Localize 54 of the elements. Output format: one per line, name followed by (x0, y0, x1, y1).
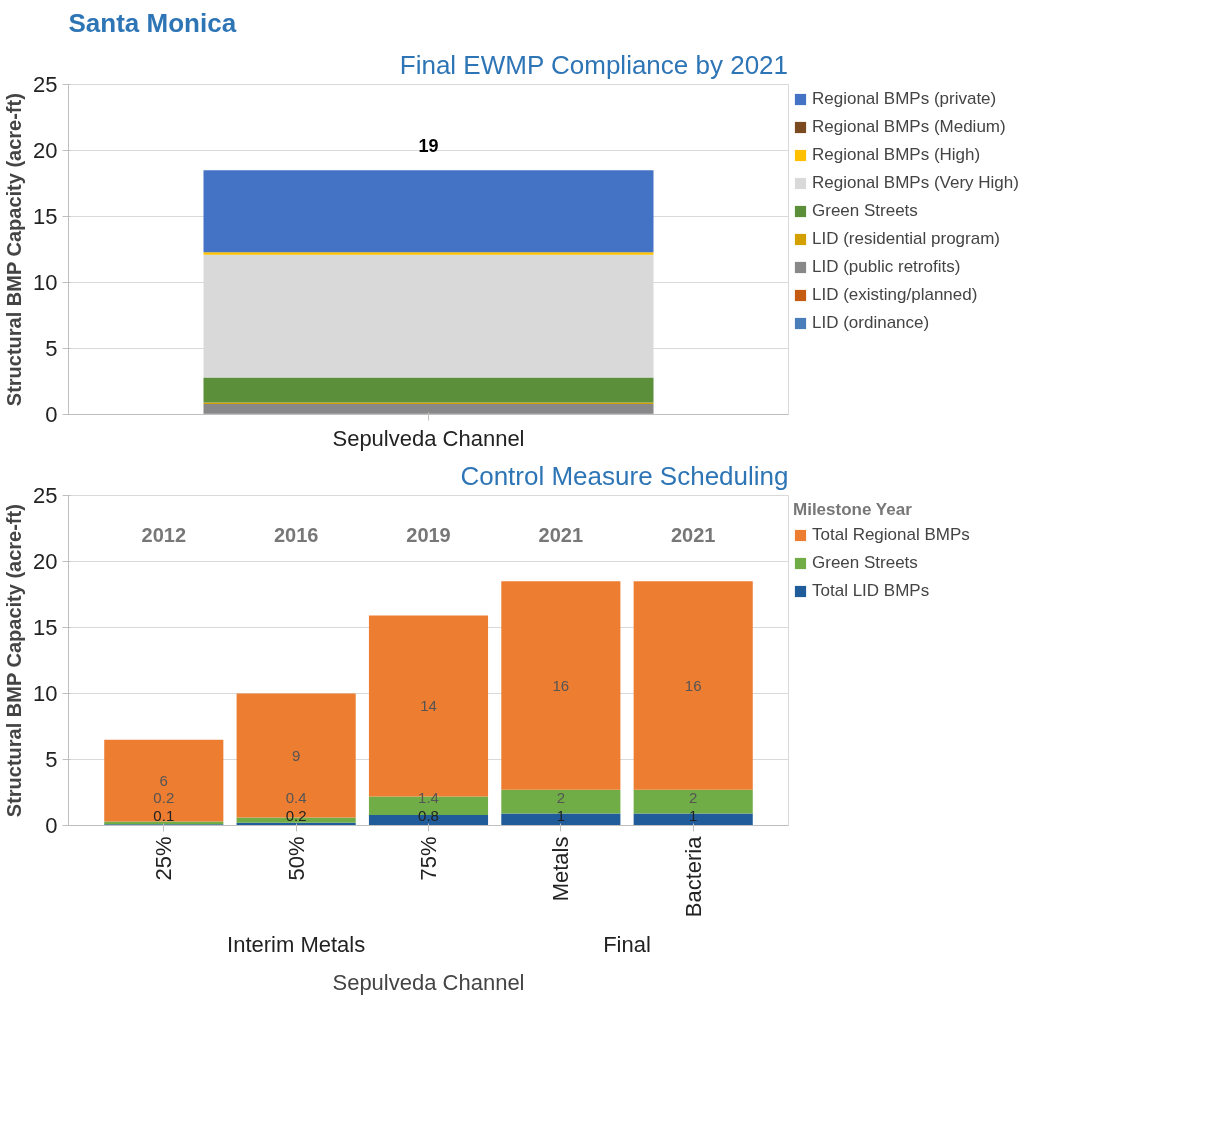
total-label: 19 (418, 136, 439, 157)
annotation: 2021 (538, 523, 584, 546)
data-label: 0.1 (153, 807, 175, 825)
y-tick-label: 0 (45, 813, 58, 838)
legend-label: LID (existing/planned) (812, 285, 978, 305)
y-tick-label: 5 (45, 747, 58, 772)
y-tick-label: 0 (45, 402, 58, 427)
annotation: 2019 (406, 523, 451, 546)
chart-subtitle: Final EWMP Compliance by 2021 (399, 49, 789, 80)
data-label: 16 (684, 676, 702, 694)
legend-label: Total LID BMPs (812, 581, 930, 601)
y-tick-label: 20 (33, 549, 58, 574)
data-label: 2 (556, 789, 566, 807)
data-label: 2 (689, 789, 698, 807)
y-tick-label: 20 (33, 138, 58, 163)
y-tick-label: 5 (45, 336, 58, 361)
legend-label: LID (residential program) (812, 229, 1001, 249)
y-tick-label: 10 (33, 270, 58, 295)
data-label: 14 (420, 697, 437, 715)
x-tick-label: 50% (283, 836, 309, 881)
legend-label: Regional BMPs (Very High) (812, 173, 1019, 193)
legend-label: Green Streets (812, 553, 918, 573)
y-axis-title: Structural BMP Capacity (acre-ft) (3, 504, 26, 818)
y-tick-label: 15 (33, 204, 58, 229)
y-tick-label: 10 (33, 681, 58, 706)
data-label: 6 (159, 771, 168, 789)
legend-label: Regional BMPs (private) (812, 89, 997, 109)
data-label: 16 (552, 676, 570, 694)
text: Final (603, 931, 651, 957)
y-axis-title: Structural BMP Capacity (acre-ft) (3, 93, 26, 407)
data-label: 9 (291, 746, 301, 764)
y-tick-label: 25 (33, 483, 58, 508)
y-tick-label: 15 (33, 615, 58, 640)
text: Interim Metals (227, 931, 366, 957)
x-axis-title: Sepulveda Channel (332, 969, 525, 995)
x-tick-label: Metals (548, 836, 574, 902)
annotation: 2021 (670, 523, 716, 546)
chart-title: Control Measure Scheduling (460, 460, 789, 491)
data-label: 0.4 (285, 789, 307, 807)
x-tick-label: Bacteria (680, 835, 706, 918)
annotation: 2016 (273, 523, 319, 546)
data-label: 0.2 (153, 789, 175, 807)
legend-label: Regional BMPs (High) (812, 145, 981, 165)
legend-label: Green Streets (812, 201, 918, 221)
legend-title: Milestone Year (793, 500, 913, 520)
legend-label: LID (ordinance) (812, 313, 930, 333)
x-tick-label: 25% (151, 836, 177, 881)
legend-label: Total Regional BMPs (812, 525, 970, 545)
annotation: 2012 (141, 523, 187, 546)
x-tick-label: 75% (416, 836, 441, 881)
y-tick-label: 25 (33, 72, 58, 97)
chart-title: Santa Monica (68, 7, 237, 38)
legend-label: Regional BMPs (Medium) (812, 117, 1006, 137)
legend-label: LID (public retrofits) (812, 257, 961, 277)
